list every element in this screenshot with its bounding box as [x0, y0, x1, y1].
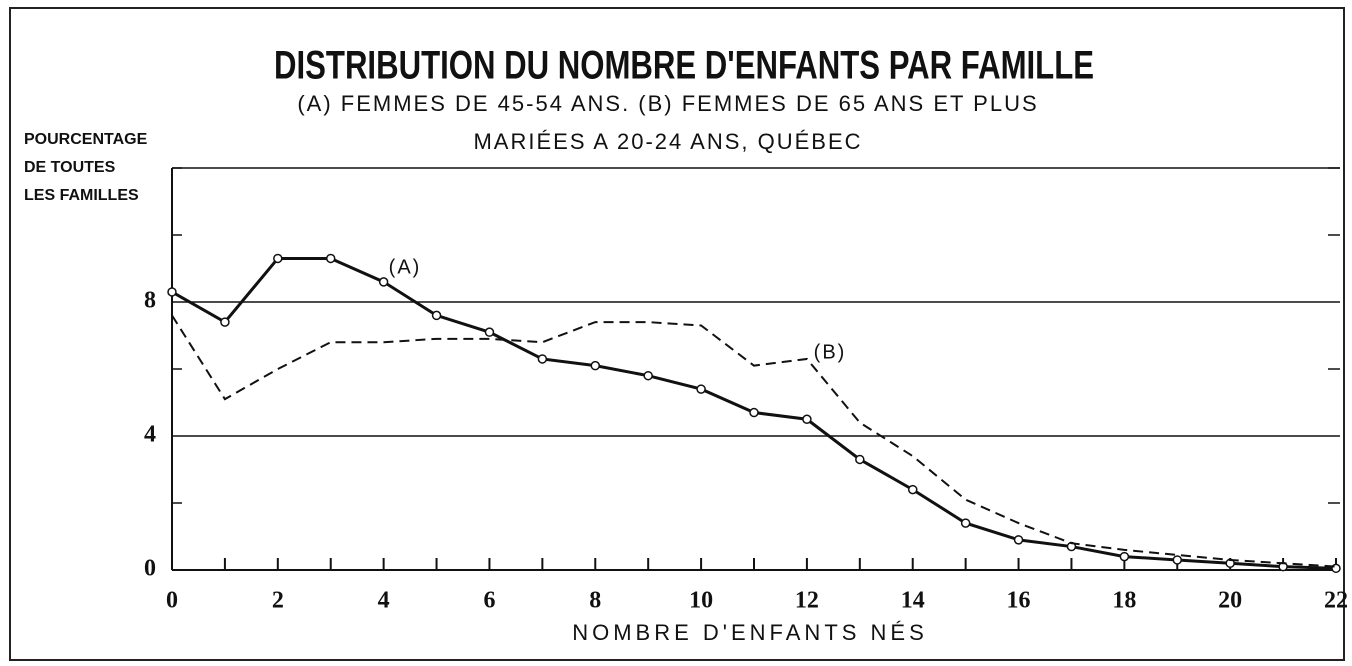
data-point — [1172, 555, 1183, 565]
data-point — [325, 253, 336, 264]
frame — [9, 7, 1345, 661]
x-tick-label: 10 — [689, 588, 713, 614]
x-tick-label: 0 — [166, 588, 178, 614]
y-axis-label: DE TOUTES — [24, 159, 116, 176]
x-tick-label: 20 — [1218, 588, 1242, 614]
data-point — [749, 407, 759, 418]
data-point — [431, 310, 442, 321]
data-point — [1119, 551, 1130, 562]
x-axis-label: NOMBRE D'ENFANTS NÉS — [572, 620, 928, 645]
x-tick-label: 12 — [795, 588, 819, 614]
data-point — [1013, 535, 1024, 545]
data-point — [696, 384, 706, 394]
x-tick-label: 4 — [378, 588, 390, 614]
x-tick-label: 2 — [272, 588, 284, 614]
data-point — [590, 360, 601, 371]
data-point — [537, 354, 548, 364]
series-label: (B) — [814, 341, 847, 363]
data-point — [484, 327, 495, 337]
x-tick-label: 18 — [1112, 588, 1136, 614]
data-point — [960, 518, 971, 528]
x-tick-label: 14 — [901, 588, 925, 614]
subtitle: (A) FEMMES DE 45-54 ANS. (B) FEMMES DE 6… — [297, 91, 1038, 116]
series-label: (A) — [389, 256, 422, 278]
data-point — [220, 317, 230, 327]
data-point — [855, 454, 865, 465]
data-point — [273, 253, 283, 264]
data-point — [378, 277, 389, 287]
chart-title: DISTRIBUTION DU NOMBRE D'ENFANTS PAR FAM… — [274, 44, 1094, 88]
y-tick-label: 8 — [144, 288, 156, 314]
y-axis-label: LES FAMILLES — [24, 187, 139, 204]
subtitle: MARIÉES A 20-24 ANS, QUÉBEC — [473, 129, 862, 154]
data-point — [802, 414, 812, 424]
x-tick-label: 22 — [1324, 588, 1348, 614]
x-tick-label: 16 — [1007, 588, 1031, 614]
y-axis-label: POURCENTAGE — [24, 131, 148, 148]
data-point — [167, 287, 177, 297]
series-line — [171, 314, 1337, 568]
x-tick-label: 8 — [589, 588, 601, 614]
data-point — [907, 484, 918, 495]
y-tick-label: 4 — [144, 422, 156, 448]
data-point — [643, 370, 653, 381]
x-tick-label: 6 — [483, 588, 495, 614]
y-tick-label: 0 — [144, 556, 156, 582]
